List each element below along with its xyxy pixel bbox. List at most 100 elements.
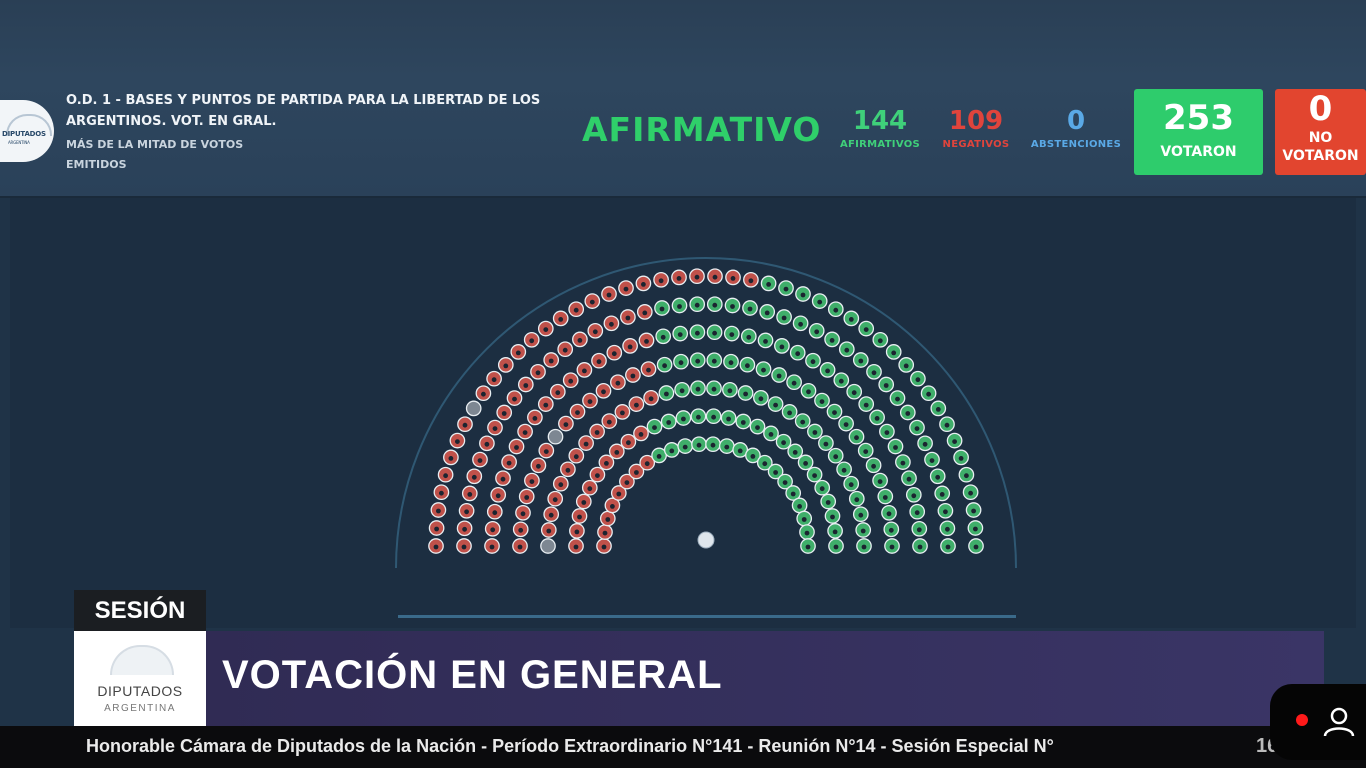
seat-ausente[interactable] — [540, 538, 556, 554]
seat-portrait-icon — [634, 470, 639, 475]
seat-portrait-icon — [768, 432, 774, 437]
seat-portrait-icon — [893, 445, 898, 450]
seat-portrait-icon — [806, 389, 811, 395]
seat-portrait-icon — [926, 391, 931, 397]
logo-text: DIPUTADOS — [2, 130, 46, 138]
seat-portrait-icon — [568, 378, 574, 384]
seat-portrait-icon — [467, 492, 473, 497]
seat-portrait-icon — [587, 486, 593, 492]
seat-portrait-icon — [884, 430, 890, 435]
seat-portrait-icon — [888, 527, 894, 533]
lower-logo-subtext: ARGENTINA — [104, 703, 176, 714]
abstenciones-count: 0 — [1066, 106, 1086, 136]
seat-portrait-icon — [851, 390, 857, 396]
seat-portrait-icon — [626, 440, 631, 446]
seat-portrait-icon — [594, 430, 600, 435]
seat-portrait-icon — [582, 368, 587, 374]
seat-portrait-icon — [819, 399, 825, 404]
user-icon[interactable] — [1322, 706, 1356, 738]
seat-portrait-icon — [543, 402, 549, 408]
seat-portrait-icon — [922, 441, 928, 447]
seat-portrait-icon — [730, 304, 735, 309]
seat-portrait-icon — [491, 377, 497, 383]
seat-portrait-icon — [602, 530, 608, 536]
seat-portrait-icon — [611, 351, 617, 357]
seat-portrait-icon — [609, 321, 614, 327]
seat-portrait-icon — [695, 358, 701, 364]
seat-portrait-icon — [895, 396, 900, 402]
seat-portrait-icon — [489, 544, 495, 550]
afirmativos-count: 144 — [852, 106, 908, 136]
seat-portrait-icon — [484, 441, 490, 447]
stat-abstenciones: 0 ABSTENCIONES — [1026, 104, 1126, 152]
seat-portrait-icon — [964, 473, 969, 479]
seat-portrait-icon — [943, 509, 948, 515]
seat-portrait-icon — [434, 526, 439, 532]
seat-portrait-icon — [492, 510, 498, 516]
seat-portrait-icon — [666, 420, 672, 425]
seat-portrait-icon — [644, 461, 650, 467]
seat-portrait-icon — [726, 416, 731, 422]
seat-portrait-icon — [696, 414, 701, 420]
seat-portrait-icon — [781, 315, 787, 321]
seat-portrait-icon — [677, 332, 683, 337]
seat-portrait-icon — [745, 363, 750, 369]
seat-portrait-icon — [696, 442, 702, 448]
seat-portrait-icon — [750, 454, 756, 459]
seat-portrait-icon — [517, 544, 523, 550]
recording-widget[interactable] — [1270, 684, 1366, 760]
news-ticker: Honorable Cámara de Diputados de la Naci… — [0, 726, 1366, 768]
seat-portrait-icon — [552, 497, 558, 503]
votaron-box: 253 VOTARON — [1134, 89, 1263, 175]
seat-portrait-icon — [917, 544, 923, 550]
seat-ausente[interactable] — [465, 400, 482, 417]
seat-portrait-icon — [882, 495, 888, 500]
seat-portrait-icon — [844, 347, 850, 353]
no-votaron-count: 0 — [1308, 89, 1333, 129]
votaron-label: VOTARON — [1160, 144, 1237, 160]
seat-portrait-icon — [805, 544, 811, 550]
seat-portrait-icon — [536, 463, 541, 469]
diputados-lower-logo: DIPUTADOS ARGENTINA — [74, 631, 206, 726]
negativos-count: 109 — [948, 106, 1004, 136]
seat-portrait-icon — [455, 439, 460, 444]
stat-afirmativos: 144 AFIRMATIVOS — [836, 104, 924, 152]
seat-portrait-icon — [823, 441, 829, 447]
seat-portrait-icon — [522, 430, 528, 435]
seat-portrait-icon — [795, 351, 801, 357]
seat-portrait-icon — [695, 330, 700, 336]
seat-portrait-icon — [573, 544, 579, 550]
seat-portrait-icon — [854, 435, 859, 441]
seat-portrait-icon — [843, 422, 849, 427]
president-seat[interactable] — [697, 531, 715, 549]
seat-portrait-icon — [500, 476, 506, 482]
no-votaron-label-line2: VOTARON — [1282, 148, 1359, 164]
seat-portrait-icon — [694, 274, 700, 280]
vote-header-bar: DIPUTADOS ARGENTINA O.D. 1 - BASES Y PUN… — [0, 0, 1366, 198]
seat-portrait-icon — [833, 307, 839, 313]
seat-portrait-icon — [520, 511, 526, 517]
seat-portrait-icon — [804, 530, 810, 536]
seat-portrait-icon — [606, 419, 612, 425]
seat-portrait-icon — [601, 389, 606, 395]
seat-ausente[interactable] — [547, 428, 564, 445]
seat-portrait-icon — [779, 344, 785, 350]
seat-portrait-icon — [848, 482, 854, 488]
seat-portrait-icon — [462, 422, 468, 428]
seat-portrait-icon — [610, 504, 615, 509]
seat-portrait-icon — [871, 463, 876, 469]
seat-portrait-icon — [523, 383, 529, 388]
seat-portrait-icon — [433, 544, 439, 550]
seat-portrait-icon — [492, 426, 498, 431]
seat-portrait-icon — [812, 430, 818, 435]
seat-portrait-icon — [501, 411, 507, 416]
seat-portrait-icon — [905, 411, 911, 416]
seat-portrait-icon — [891, 350, 897, 356]
seat-portrait-icon — [712, 274, 718, 280]
negativos-label: NEGATIVOS — [942, 139, 1010, 150]
seat-portrait-icon — [604, 461, 609, 466]
seat-portrait-icon — [810, 359, 816, 365]
seat-portrait-icon — [464, 509, 469, 515]
seat-portrait-icon — [783, 286, 789, 292]
seat-portrait-icon — [973, 544, 979, 550]
